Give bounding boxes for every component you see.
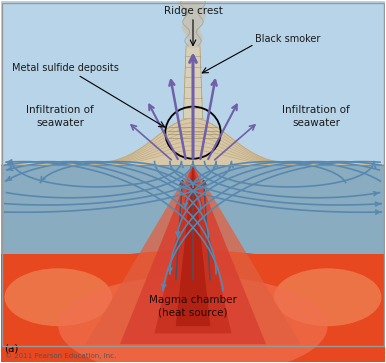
Ellipse shape xyxy=(178,0,206,4)
Polygon shape xyxy=(186,46,200,56)
Polygon shape xyxy=(120,163,266,344)
Ellipse shape xyxy=(183,17,204,25)
Ellipse shape xyxy=(187,36,203,42)
Text: Ridge crest: Ridge crest xyxy=(164,6,222,16)
Text: Infiltration of
seawater: Infiltration of seawater xyxy=(282,105,350,128)
Text: Metal sulfide deposits: Metal sulfide deposits xyxy=(12,62,119,73)
Ellipse shape xyxy=(184,12,207,21)
Ellipse shape xyxy=(185,32,202,38)
Ellipse shape xyxy=(183,29,201,36)
Ellipse shape xyxy=(181,20,202,27)
Ellipse shape xyxy=(178,0,205,6)
Ellipse shape xyxy=(182,27,200,34)
Ellipse shape xyxy=(186,34,203,40)
Bar xyxy=(1,1,385,165)
Polygon shape xyxy=(183,108,203,118)
Polygon shape xyxy=(176,163,210,326)
Polygon shape xyxy=(154,163,232,333)
Ellipse shape xyxy=(274,268,381,326)
Polygon shape xyxy=(185,77,201,87)
Text: © 2011 Pearson Education, Inc.: © 2011 Pearson Education, Inc. xyxy=(5,352,116,359)
Ellipse shape xyxy=(188,38,203,44)
Ellipse shape xyxy=(183,8,207,17)
Ellipse shape xyxy=(58,276,328,363)
Ellipse shape xyxy=(184,10,207,19)
Ellipse shape xyxy=(181,24,200,32)
Ellipse shape xyxy=(183,15,205,23)
Ellipse shape xyxy=(5,268,112,326)
Ellipse shape xyxy=(186,43,200,49)
Text: Infiltration of
seawater: Infiltration of seawater xyxy=(26,105,94,128)
Text: Black smoker: Black smoker xyxy=(254,34,320,44)
Bar xyxy=(1,165,385,362)
Bar xyxy=(1,254,385,362)
Polygon shape xyxy=(1,118,385,165)
Ellipse shape xyxy=(179,0,207,2)
Ellipse shape xyxy=(178,1,204,10)
Ellipse shape xyxy=(181,22,201,29)
Text: (a): (a) xyxy=(5,343,19,354)
Ellipse shape xyxy=(178,0,204,8)
Ellipse shape xyxy=(1,250,385,363)
Polygon shape xyxy=(184,87,202,98)
Ellipse shape xyxy=(181,5,206,15)
Polygon shape xyxy=(184,98,202,108)
Polygon shape xyxy=(85,163,301,344)
Text: Magma chamber
(heat source): Magma chamber (heat source) xyxy=(149,295,237,318)
Polygon shape xyxy=(185,66,201,77)
Ellipse shape xyxy=(187,41,201,46)
Ellipse shape xyxy=(179,3,205,12)
Polygon shape xyxy=(185,56,201,66)
